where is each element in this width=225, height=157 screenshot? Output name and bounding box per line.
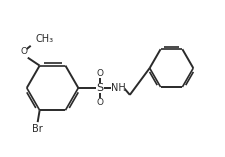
Text: S: S xyxy=(97,83,104,93)
Text: O: O xyxy=(97,98,104,107)
Text: NH: NH xyxy=(110,83,125,93)
Text: O: O xyxy=(20,47,27,56)
Text: O: O xyxy=(97,69,104,78)
Text: Br: Br xyxy=(32,124,43,134)
Text: CH₃: CH₃ xyxy=(36,34,54,44)
